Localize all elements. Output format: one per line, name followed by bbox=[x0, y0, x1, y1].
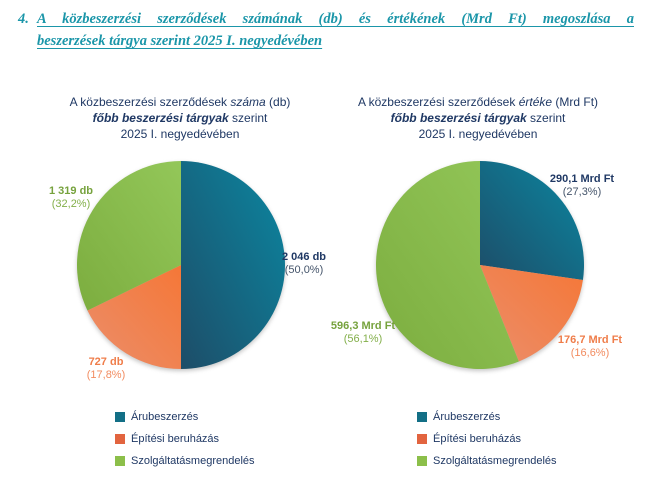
legend-label-epitesi-beruhazas: Építési beruházás bbox=[433, 433, 522, 445]
heading-line-1: A közbeszerzési szerződések számának (db… bbox=[37, 11, 634, 27]
count-chart-title-line2: főbb beszerzési tárgyak szerint bbox=[92, 111, 268, 125]
count-pie-chart bbox=[76, 161, 285, 369]
count-chart-title-line3: 2025 I. negyedévében bbox=[120, 127, 240, 141]
legend-item-szolgaltatasmegrendeles: Szolgáltatásmegrendelés bbox=[417, 450, 557, 472]
heading-line-2: beszerzések tárgya szerint 2025 I. negye… bbox=[37, 33, 323, 49]
pie-slice-arubeszerzes bbox=[480, 161, 585, 280]
count-chart-title: A közbeszerzési szerződések száma (db) f… bbox=[40, 94, 320, 142]
legend-label-szolgaltatasmegrendeles: Szolgáltatásmegrendelés bbox=[131, 455, 255, 467]
legend-swatch-arubeszerzes bbox=[115, 412, 125, 422]
legend-item-arubeszerzes: Árubeszerzés bbox=[417, 406, 557, 428]
pie-slice-arubeszerzes bbox=[181, 161, 285, 369]
legend-label-arubeszerzes: Árubeszerzés bbox=[131, 411, 199, 423]
count-chart-title-line1: A közbeszerzési szerződések száma (db) bbox=[69, 95, 291, 109]
legend-swatch-arubeszerzes bbox=[417, 412, 427, 422]
legend-swatch-epitesi-beruhazas bbox=[115, 434, 125, 444]
heading-number: 4. bbox=[18, 11, 29, 27]
value-chart-title-line1: A közbeszerzési szerződések értéke (Mrd … bbox=[357, 95, 599, 109]
value-label-epitesi-beruhazas: 176,7 Mrd Ft (16,6%) bbox=[557, 334, 623, 359]
legend-item-szolgaltatasmegrendeles: Szolgáltatásmegrendelés bbox=[115, 450, 255, 472]
count-label-arubeszerzes: 2 046 db (50,0%) bbox=[281, 251, 327, 276]
pie-slice-szolgaltatasmegrendeles bbox=[76, 161, 181, 311]
count-label-szolgaltatasmegrendeles: 1 319 db (32,2%) bbox=[48, 185, 94, 210]
value-label-szolgaltatasmegrendeles: 596,3 Mrd Ft (56,1%) bbox=[330, 320, 396, 345]
pie-slice-szolgaltatasmegrendeles bbox=[375, 161, 519, 369]
legend-swatch-epitesi-beruhazas bbox=[417, 434, 427, 444]
legend-item-epitesi-beruhazas: Építési beruházás bbox=[115, 428, 255, 450]
value-pie-chart bbox=[375, 161, 585, 369]
value-label-arubeszerzes: 290,1 Mrd Ft (27,3%) bbox=[549, 173, 615, 198]
legend-label-arubeszerzes: Árubeszerzés bbox=[433, 411, 501, 423]
count-chart-legend: Árubeszerzés Építési beruházás Szolgálta… bbox=[115, 406, 255, 472]
pie-slice-epitesi-beruhazas bbox=[87, 265, 181, 369]
count-label-epitesi-beruhazas: 727 db (17,8%) bbox=[86, 356, 126, 381]
heading-text: A közbeszerzési szerződések számának (db… bbox=[37, 8, 634, 52]
section-heading: 4. A közbeszerzési szerződések számának … bbox=[18, 8, 634, 52]
value-chart-legend: Árubeszerzés Építési beruházás Szolgálta… bbox=[417, 406, 557, 472]
legend-item-epitesi-beruhazas: Építési beruházás bbox=[417, 428, 557, 450]
legend-item-arubeszerzes: Árubeszerzés bbox=[115, 406, 255, 428]
value-chart-title-line3: 2025 I. negyedévében bbox=[418, 127, 538, 141]
legend-swatch-szolgaltatasmegrendeles bbox=[417, 456, 427, 466]
legend-swatch-szolgaltatasmegrendeles bbox=[115, 456, 125, 466]
value-chart-title-line2: főbb beszerzési tárgyak szerint bbox=[390, 111, 566, 125]
legend-label-epitesi-beruhazas: Építési beruházás bbox=[131, 433, 220, 445]
pie-slice-epitesi-beruhazas bbox=[480, 265, 583, 362]
value-chart-title: A közbeszerzési szerződések értéke (Mrd … bbox=[338, 94, 618, 142]
legend-label-szolgaltatasmegrendeles: Szolgáltatásmegrendelés bbox=[433, 455, 557, 467]
